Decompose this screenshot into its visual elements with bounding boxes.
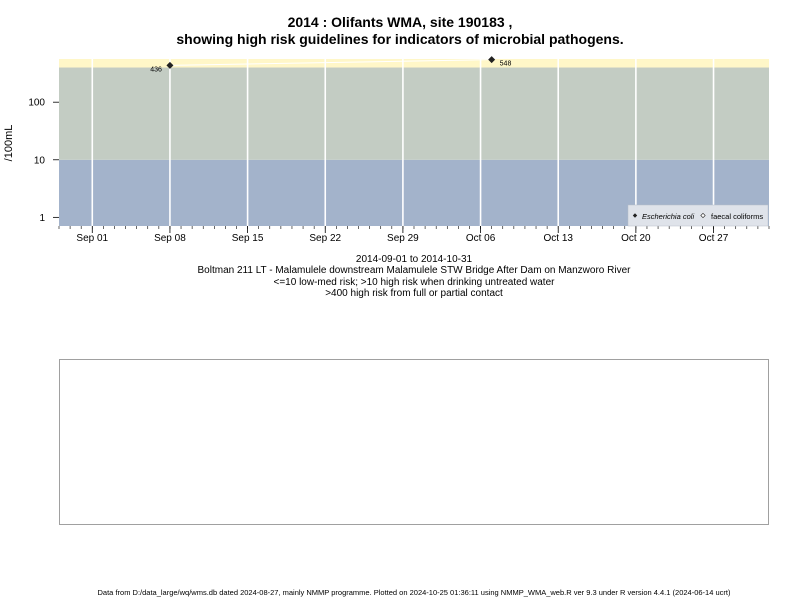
chart-title-line-2: showing high risk guidelines for indicat…	[176, 31, 624, 47]
caption-site: Boltman 211 LT - Malamulele downstream M…	[197, 265, 631, 276]
y-tick-label: 10	[34, 155, 46, 166]
data-label: 436	[150, 66, 162, 73]
legend-box	[627, 204, 769, 227]
data-point	[488, 56, 496, 64]
x-tick-label: Sep 08	[154, 233, 186, 244]
x-tick-label: Oct 27	[699, 233, 729, 244]
x-tick-label: Sep 22	[309, 233, 341, 244]
y-tick-label: 1	[39, 213, 45, 224]
x-tick-label: Sep 29	[387, 233, 419, 244]
y-axis-label: /100mL	[3, 125, 15, 162]
x-tick-label: Oct 13	[543, 233, 573, 244]
data-source-footer: Data from D:/data_large/wq/wms.db dated …	[97, 588, 731, 597]
risk-band-1	[59, 67, 769, 160]
chart-title-line-1: 2014 : Olifants WMA, site 190183 ,	[287, 14, 513, 30]
caption-guideline-drinking: <=10 low-med risk; >10 high risk when dr…	[273, 276, 555, 288]
data-point	[166, 61, 174, 69]
legend-marker-e-coli	[632, 213, 638, 218]
legend-label-e-coli: Escherichia coli	[642, 212, 694, 221]
series-line	[169, 59, 492, 66]
empty-plot-panel	[59, 359, 769, 525]
legend-marker-faecal-coliforms	[700, 212, 706, 219]
x-tick-label: Sep 01	[76, 233, 108, 244]
data-label: 548	[500, 61, 512, 68]
legend: Escherichia coli faecal coliforms	[627, 204, 769, 227]
x-tick-label: Oct 06	[466, 233, 496, 244]
caption-guideline-contact: >400 high risk from full or partial cont…	[325, 288, 503, 299]
caption-date-range: 2014-09-01 to 2014-10-31	[355, 254, 473, 265]
risk-band-2	[59, 59, 769, 68]
legend-label-faecal-coliforms: faecal coliforms	[711, 212, 763, 221]
x-tick-label: Sep 15	[232, 233, 264, 244]
x-tick-label: Oct 20	[621, 233, 651, 244]
y-tick-label: 100	[28, 98, 45, 109]
